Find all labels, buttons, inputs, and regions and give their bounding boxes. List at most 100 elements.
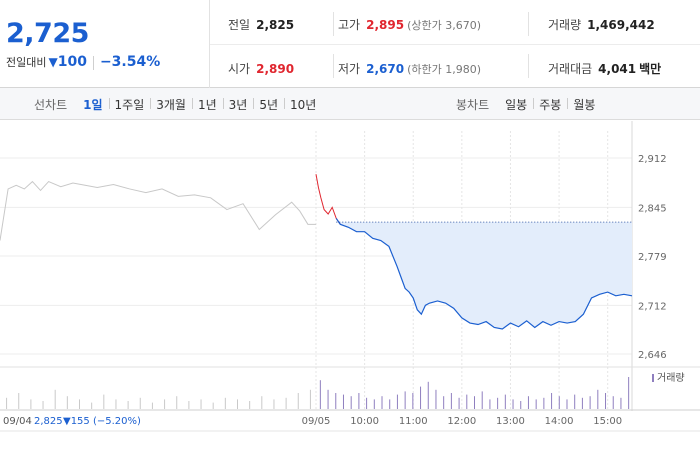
volume-bar [54,389,56,409]
volume-bar [373,399,375,409]
volume-bar [474,396,475,409]
y-tick-label: 2,845 [638,203,667,214]
open-value: 2,890 [256,62,295,76]
y-tick-label: 2,646 [638,350,667,361]
volume-bar [489,399,491,409]
volume-legend: 거래량 [657,372,685,384]
volume-bar [497,397,499,409]
tab-1day[interactable]: 1일 [83,97,103,112]
volume-bar [200,399,202,409]
volume-bar [115,399,117,409]
amount-unit: 백만 [639,62,662,76]
volume-bar [466,394,468,409]
volume-bar [450,393,452,409]
x-tick-label: 13:00 [496,416,525,427]
volume-bar [335,393,337,409]
tab-5year[interactable]: 5년 [253,96,284,113]
below-prev-close-area [316,222,632,329]
divider [528,12,529,36]
current-price-box: 2,725 전일대비 ▼100 −3.54% [0,0,210,88]
volume-bar [435,389,437,409]
x-tick-label: 14:00 [545,416,574,427]
y-tick-label: 2,779 [638,252,667,263]
volume-bar [535,399,537,409]
volume-bar [30,399,32,409]
amount-label: 거래대금 [548,62,593,76]
tab-weekly-candle[interactable]: 주봉 [533,96,567,113]
volume-bar [543,397,545,409]
amount-cell: 거래대금 4,041 백만 [548,60,661,77]
x-tick-label: 10:00 [350,416,379,427]
change-label: 전일대비 [6,56,47,69]
volume-bar [176,396,178,409]
volume-bar [261,396,263,409]
volume-bar [103,394,105,409]
tab-10year[interactable]: 10년 [284,96,322,113]
volume-bar [512,399,514,409]
volume-bar [273,399,275,409]
volume-bar [427,381,429,409]
y-tick-label: 2,712 [638,301,667,312]
volume-bar [481,391,483,409]
volume-bar [412,393,414,409]
volume-bar [527,396,529,409]
tab-3year[interactable]: 3년 [222,96,254,113]
volume-legend-swatch [652,374,654,382]
open-label: 시가 [228,62,251,76]
volume-bar [224,397,226,409]
volume-bars [6,377,630,409]
volume-bar [66,396,68,409]
volume-bar [127,401,129,409]
volume-bar [366,397,368,409]
y-axis-ticks: 2,912 2,845 2,779 2,712 2,646 [638,154,667,361]
tab-monthly-candle[interactable]: 월봉 [567,96,601,113]
volume-bar [91,402,93,409]
change-row: 전일대비 ▼100 −3.54% [6,54,160,70]
volume-bar [458,397,460,409]
volume-bar [396,394,398,409]
volume-bar [42,401,44,409]
volume-bar [18,393,20,409]
x-tick-label: 11:00 [399,416,428,427]
change-percent: −3.54% [99,54,161,70]
volume-bar [597,389,599,409]
volume-bar [589,396,591,409]
tab-daily-candle[interactable]: 일봉 [505,97,528,112]
prev-close-value: 2,825 [256,18,295,32]
price-summary-panel: 2,725 전일대비 ▼100 −3.54% 전일 2,825 시가 2,890 고가 2… [0,0,700,88]
current-price: 2,725 [6,18,89,49]
volume-bar [628,377,630,409]
open-cell: 시가 2,890 [228,60,294,77]
divider [333,54,334,78]
tab-1week[interactable]: 1주일 [108,96,151,113]
volume-bar [420,386,422,409]
below-prev-close-fill [316,222,632,329]
high-label: 고가 [338,18,361,32]
volume-bar [342,394,344,409]
volume-bar [358,393,360,409]
volume-bar [566,399,568,409]
volume-bar [319,380,321,409]
volume-bar [612,396,614,409]
high-value: 2,895 [366,18,405,32]
low-label: 저가 [338,62,361,76]
tab-1year[interactable]: 1년 [191,96,223,113]
volume-bar [309,389,311,409]
today-price-line-above [315,174,341,225]
volume-bar [620,397,622,409]
volume-bar [249,401,251,409]
divider [528,54,529,78]
volume-bar [404,391,406,409]
volume-label: 거래량 [548,18,582,32]
upper-limit: (상한가 3,670) [407,19,481,32]
today-price-line-below [335,218,633,330]
row-divider [210,44,700,45]
volume-bar [6,397,8,409]
prev-day-date-label: 09/04 [3,416,32,427]
volume-bar [389,399,391,409]
change-amount: 100 [57,54,87,70]
tab-3month[interactable]: 3개월 [150,96,192,113]
volume-value: 1,469,442 [587,18,655,32]
candle-chart-tabs: 봉차트 일봉 주봉 월봉 [456,88,601,120]
low-cell: 저가 2,670 (하한가 1,980) [338,60,481,77]
